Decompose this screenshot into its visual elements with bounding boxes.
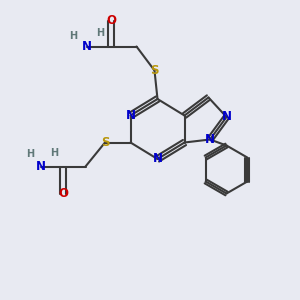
Text: S: S	[150, 64, 159, 77]
Text: N: N	[221, 110, 232, 124]
Text: O: O	[58, 187, 68, 200]
Text: N: N	[205, 133, 215, 146]
Text: H: H	[69, 31, 78, 41]
Text: H: H	[50, 148, 58, 158]
Text: O: O	[106, 14, 116, 28]
Text: N: N	[35, 160, 46, 173]
Text: N: N	[125, 109, 136, 122]
Text: S: S	[101, 136, 109, 149]
Text: N: N	[82, 40, 92, 53]
Text: N: N	[152, 152, 163, 166]
Text: H: H	[26, 149, 34, 160]
Text: H: H	[96, 28, 105, 38]
